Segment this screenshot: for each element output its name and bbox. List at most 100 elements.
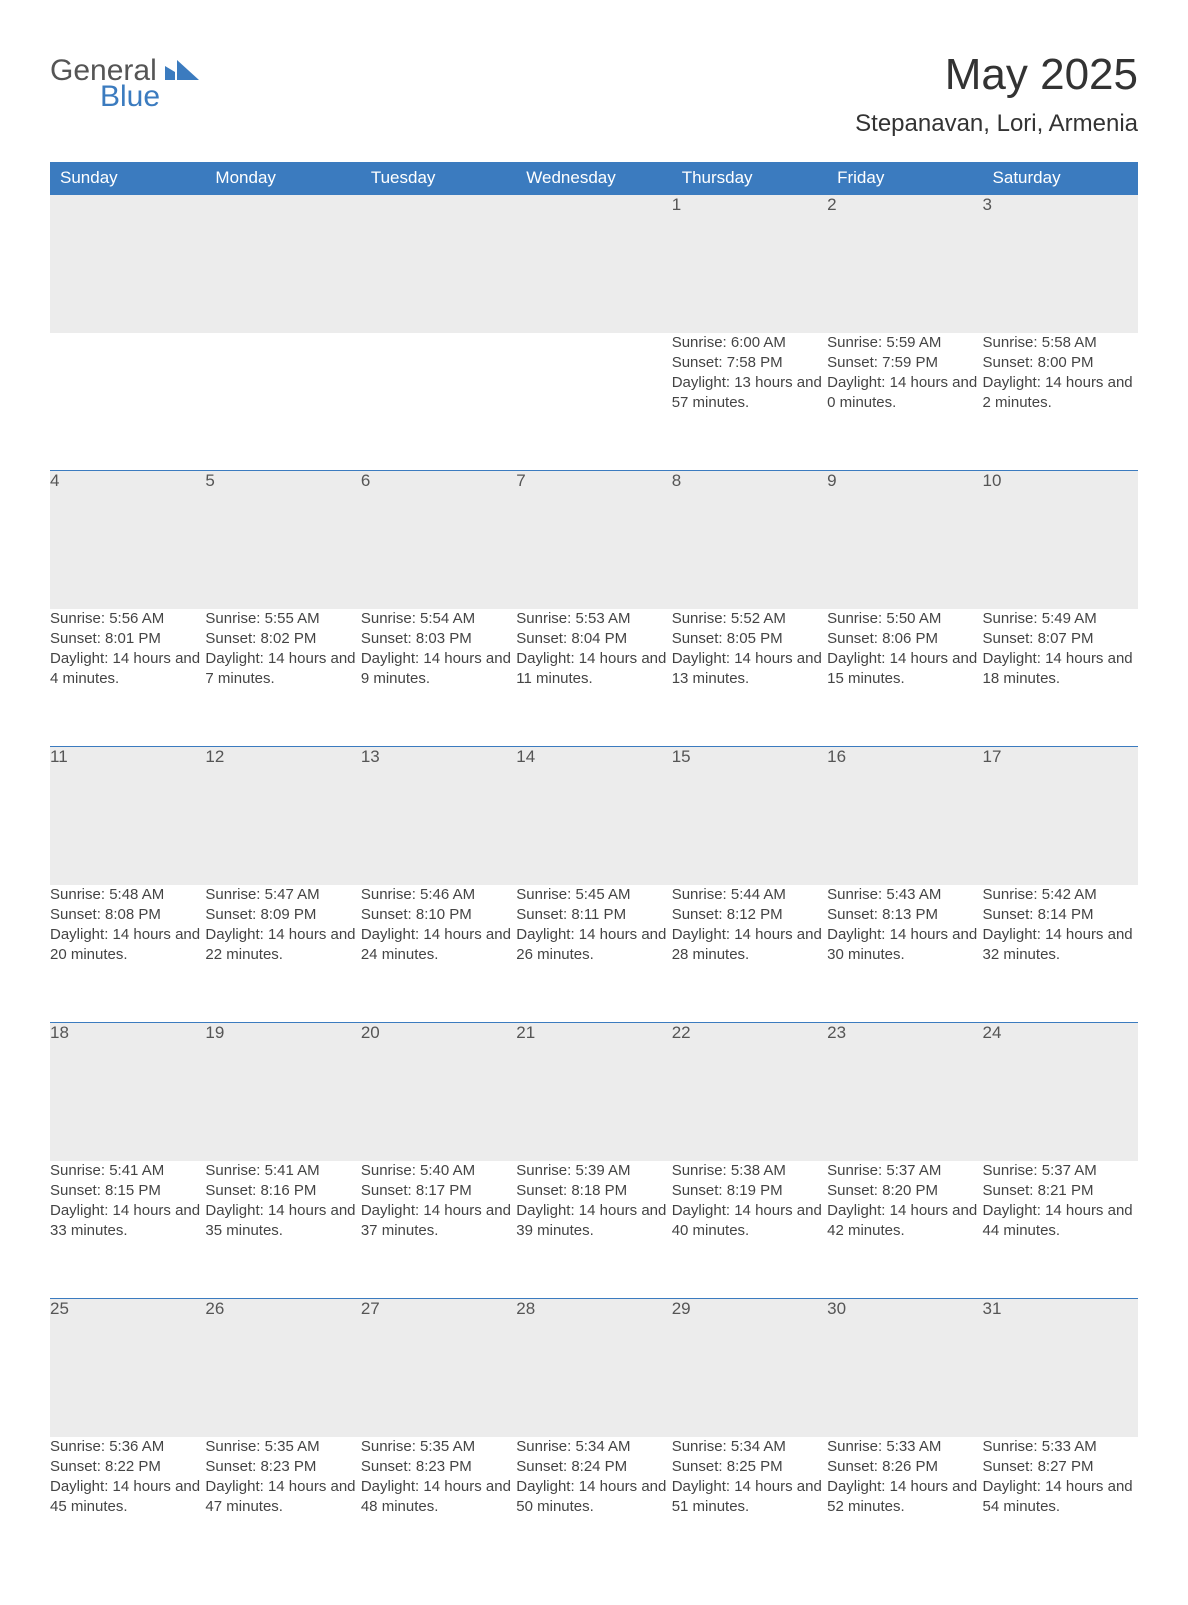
sunrise-label: Sunrise:: [983, 1162, 1042, 1179]
day-content-cell: Sunrise: 5:34 AMSunset: 8:25 PMDaylight:…: [672, 1437, 827, 1575]
sunrise-line: Sunrise: 5:56 AM: [50, 609, 205, 629]
daylight-label: Daylight:: [672, 1202, 735, 1219]
day-content-cell: Sunrise: 5:35 AMSunset: 8:23 PMDaylight:…: [361, 1437, 516, 1575]
sunset-value: 8:22 PM: [105, 1458, 161, 1475]
sunset-line: Sunset: 8:17 PM: [361, 1181, 516, 1201]
day-content-cell: Sunrise: 5:59 AMSunset: 7:59 PMDaylight:…: [827, 333, 982, 471]
sunset-line: Sunset: 8:09 PM: [205, 905, 360, 925]
day-content-cell: Sunrise: 5:37 AMSunset: 8:20 PMDaylight:…: [827, 1161, 982, 1299]
sunrise-line: Sunrise: 5:38 AM: [672, 1161, 827, 1181]
day-content-cell: Sunrise: 6:00 AMSunset: 7:58 PMDaylight:…: [672, 333, 827, 471]
sunset-label: Sunset:: [516, 1458, 571, 1475]
daylight-line: Daylight: 14 hours and 9 minutes.: [361, 649, 516, 690]
sunset-value: 8:02 PM: [260, 630, 316, 647]
sunrise-line: Sunrise: 5:34 AM: [672, 1437, 827, 1457]
sunrise-value: 5:42 AM: [1042, 886, 1097, 903]
daylight-line: Daylight: 14 hours and 33 minutes.: [50, 1201, 205, 1242]
sunrise-label: Sunrise:: [516, 1438, 575, 1455]
sunrise-label: Sunrise:: [672, 1438, 731, 1455]
daylight-line: Daylight: 14 hours and 37 minutes.: [361, 1201, 516, 1242]
daylight-label: Daylight:: [205, 1478, 268, 1495]
day-content-cell: [361, 333, 516, 471]
day-number-cell: 29: [672, 1299, 827, 1437]
sunrise-line: Sunrise: 5:36 AM: [50, 1437, 205, 1457]
day-number-row: 45678910: [50, 471, 1138, 609]
weekday-header: Tuesday: [361, 162, 516, 195]
day-content-row: Sunrise: 5:56 AMSunset: 8:01 PMDaylight:…: [50, 609, 1138, 747]
day-number-cell: 18: [50, 1023, 205, 1161]
day-number-cell: 3: [983, 195, 1138, 333]
day-content-cell: Sunrise: 5:50 AMSunset: 8:06 PMDaylight:…: [827, 609, 982, 747]
sunrise-line: Sunrise: 5:43 AM: [827, 885, 982, 905]
sunset-line: Sunset: 8:18 PM: [516, 1181, 671, 1201]
daylight-label: Daylight:: [672, 650, 735, 667]
daylight-label: Daylight:: [516, 1478, 579, 1495]
sunrise-value: 5:56 AM: [109, 610, 164, 627]
sunrise-label: Sunrise:: [205, 886, 264, 903]
daylight-label: Daylight:: [361, 1478, 424, 1495]
day-content-cell: [205, 333, 360, 471]
day-content-cell: [50, 333, 205, 471]
day-content-cell: Sunrise: 5:58 AMSunset: 8:00 PMDaylight:…: [983, 333, 1138, 471]
day-number: 13: [361, 747, 380, 766]
day-number: 3: [983, 195, 992, 214]
daylight-label: Daylight:: [361, 650, 424, 667]
sunrise-value: 5:46 AM: [420, 886, 475, 903]
daylight-label: Daylight:: [50, 1478, 113, 1495]
sunrise-value: 5:34 AM: [575, 1438, 630, 1455]
day-content-cell: Sunrise: 5:49 AMSunset: 8:07 PMDaylight:…: [983, 609, 1138, 747]
sunrise-label: Sunrise:: [672, 886, 731, 903]
daylight-line: Daylight: 14 hours and 44 minutes.: [983, 1201, 1138, 1242]
day-number-cell: 8: [672, 471, 827, 609]
sunrise-line: Sunrise: 5:41 AM: [50, 1161, 205, 1181]
sunset-label: Sunset:: [516, 630, 571, 647]
sunrise-label: Sunrise:: [50, 886, 109, 903]
sunset-value: 8:21 PM: [1038, 1182, 1094, 1199]
sunrise-value: 5:40 AM: [420, 1162, 475, 1179]
sunset-label: Sunset:: [672, 1182, 727, 1199]
sunset-label: Sunset:: [672, 906, 727, 923]
daylight-line: Daylight: 14 hours and 24 minutes.: [361, 925, 516, 966]
day-number: 9: [827, 471, 836, 490]
sunset-line: Sunset: 8:05 PM: [672, 629, 827, 649]
day-number: 19: [205, 1023, 224, 1042]
day-number-cell: 7: [516, 471, 671, 609]
day-content-cell: Sunrise: 5:34 AMSunset: 8:24 PMDaylight:…: [516, 1437, 671, 1575]
sunrise-value: 5:55 AM: [265, 610, 320, 627]
sunrise-value: 5:43 AM: [886, 886, 941, 903]
daylight-line: Daylight: 14 hours and 7 minutes.: [205, 649, 360, 690]
day-number: 15: [672, 747, 691, 766]
day-number-cell: 26: [205, 1299, 360, 1437]
day-content-cell: [516, 333, 671, 471]
calendar-body: 123Sunrise: 6:00 AMSunset: 7:58 PMDaylig…: [50, 195, 1138, 1575]
sunrise-line: Sunrise: 5:52 AM: [672, 609, 827, 629]
sunrise-value: 5:36 AM: [109, 1438, 164, 1455]
day-content-cell: Sunrise: 5:54 AMSunset: 8:03 PMDaylight:…: [361, 609, 516, 747]
daylight-label: Daylight:: [516, 650, 579, 667]
day-content-cell: Sunrise: 5:41 AMSunset: 8:16 PMDaylight:…: [205, 1161, 360, 1299]
sunset-value: 8:25 PM: [727, 1458, 783, 1475]
sunset-label: Sunset:: [50, 630, 105, 647]
sunset-line: Sunset: 8:15 PM: [50, 1181, 205, 1201]
sunrise-label: Sunrise:: [983, 610, 1042, 627]
sunset-value: 8:05 PM: [727, 630, 783, 647]
sunset-line: Sunset: 8:06 PM: [827, 629, 982, 649]
sunset-line: Sunset: 8:12 PM: [672, 905, 827, 925]
sunrise-line: Sunrise: 5:41 AM: [205, 1161, 360, 1181]
daylight-line: Daylight: 14 hours and 20 minutes.: [50, 925, 205, 966]
daylight-line: Daylight: 14 hours and 39 minutes.: [516, 1201, 671, 1242]
sunset-label: Sunset:: [50, 1458, 105, 1475]
day-content-cell: Sunrise: 5:41 AMSunset: 8:15 PMDaylight:…: [50, 1161, 205, 1299]
day-number-cell: 23: [827, 1023, 982, 1161]
day-number: 25: [50, 1299, 69, 1318]
sunrise-line: Sunrise: 5:33 AM: [983, 1437, 1138, 1457]
sunset-label: Sunset:: [827, 630, 882, 647]
sunset-label: Sunset:: [983, 906, 1038, 923]
sunrise-line: Sunrise: 5:58 AM: [983, 333, 1138, 353]
day-number-cell: 6: [361, 471, 516, 609]
sunset-label: Sunset:: [672, 1458, 727, 1475]
day-number-cell: 15: [672, 747, 827, 885]
day-content-cell: Sunrise: 5:37 AMSunset: 8:21 PMDaylight:…: [983, 1161, 1138, 1299]
month-title: May 2025: [855, 50, 1138, 100]
sunset-label: Sunset:: [672, 630, 727, 647]
